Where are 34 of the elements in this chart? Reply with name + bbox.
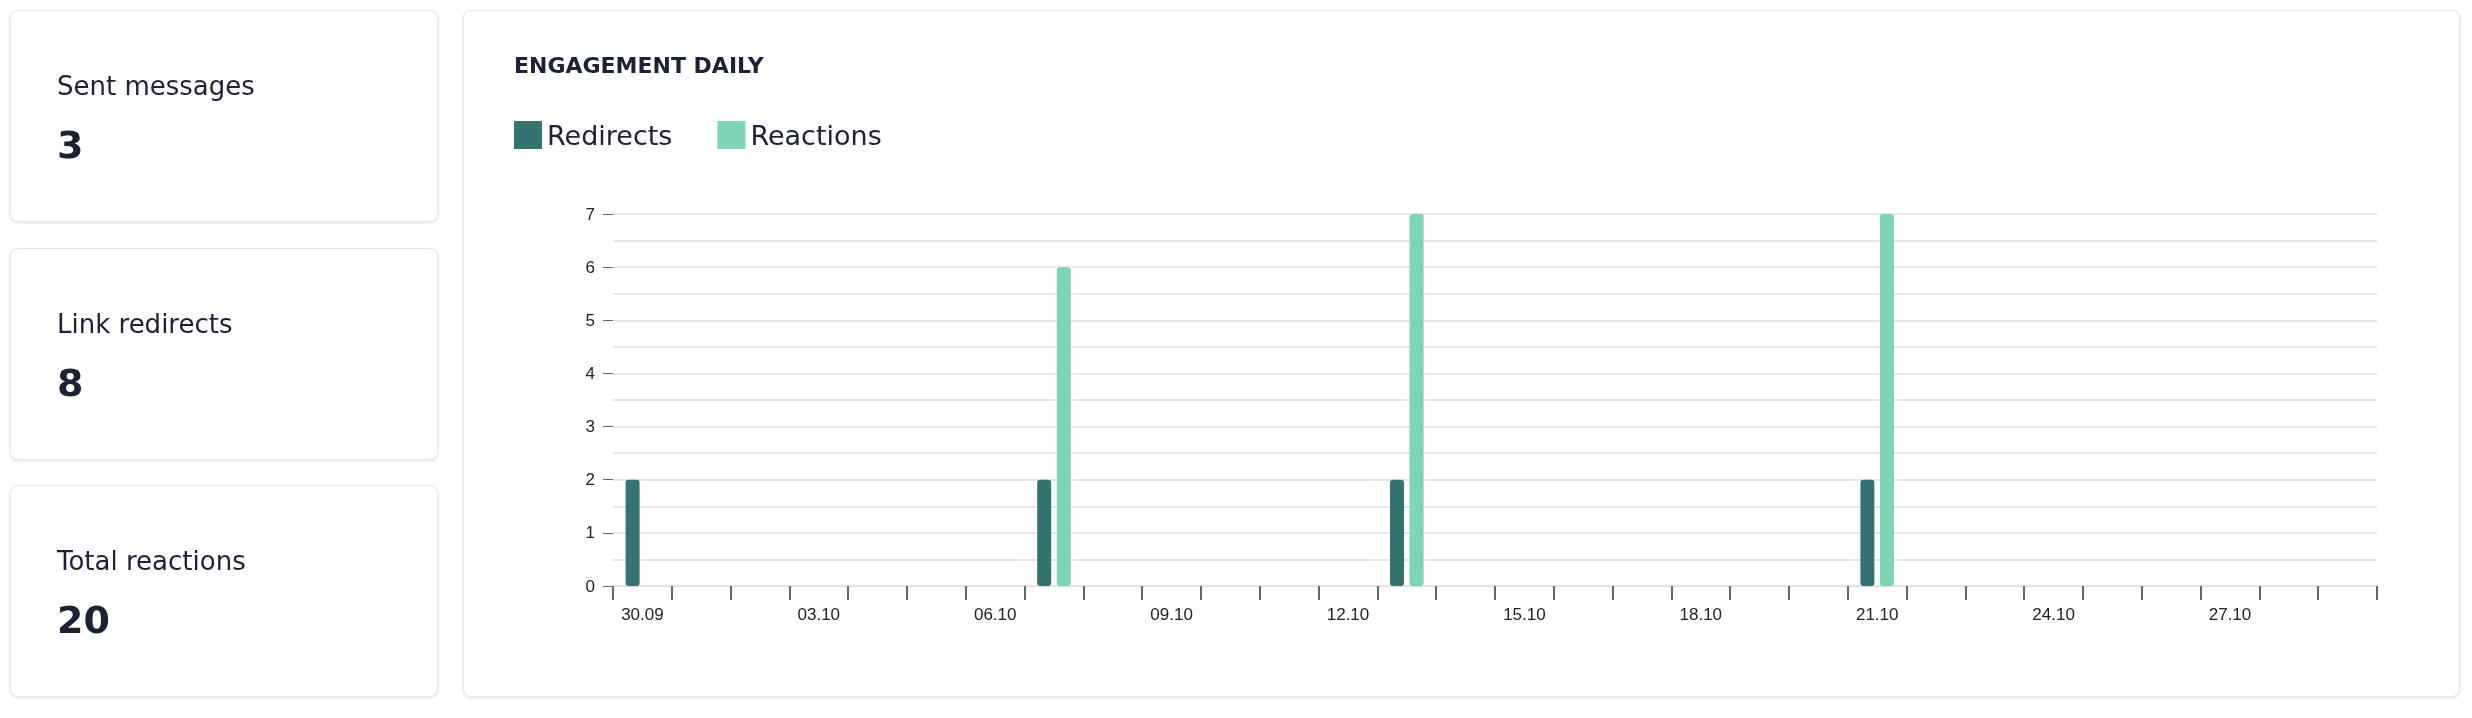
bar — [1880, 214, 1894, 586]
y-tick-label: 2 — [585, 470, 595, 490]
x-tick-label: 18.10 — [1679, 605, 1723, 624]
x-tick-label: 12.10 — [1326, 605, 1370, 624]
text: 20 — [57, 598, 110, 642]
y-tick-label: 7 — [585, 204, 595, 224]
x-tick-label: 27.10 — [2208, 605, 2252, 624]
x-tick-label: 09.10 — [1150, 605, 1193, 624]
bar — [1056, 267, 1071, 586]
y-tick-label: 4 — [585, 363, 595, 383]
y-tick-label: 6 — [585, 257, 595, 277]
chart-title: ENGAGEMENT DAILY — [514, 52, 765, 78]
bar — [1037, 479, 1052, 586]
legend-label: Redirects — [547, 119, 673, 151]
y-tick-label: 3 — [585, 417, 595, 437]
legend-label: Reactions — [750, 119, 882, 151]
text: Total reactions — [57, 546, 246, 576]
x-tick-label: 15.10 — [1503, 605, 1546, 624]
text: 8 — [57, 361, 84, 405]
bar — [1390, 479, 1404, 586]
x-tick-label: 21.10 — [1855, 605, 1899, 624]
bar — [625, 479, 640, 586]
bar — [1409, 214, 1424, 586]
bar — [1860, 479, 1875, 586]
x-tick-label: 24.10 — [2032, 605, 2075, 624]
x-tick-label: 03.10 — [797, 605, 841, 624]
text: Sent messages — [57, 71, 255, 101]
x-tick-label: 30.09 — [621, 605, 664, 624]
x-tick-label: 06.10 — [973, 605, 1017, 624]
text: 3 — [57, 123, 84, 167]
y-tick-label: 1 — [585, 523, 595, 543]
y-tick-label: 0 — [585, 576, 595, 596]
text: Link redirects — [57, 309, 233, 339]
y-tick-label: 5 — [585, 310, 595, 330]
